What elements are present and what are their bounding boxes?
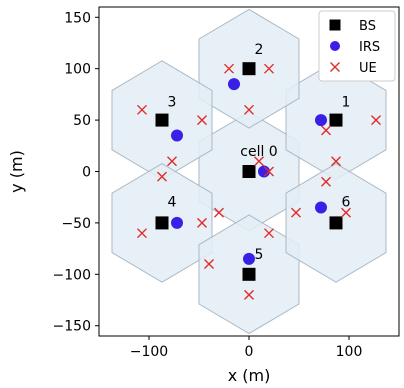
y-tick-label-2: −50	[61, 216, 91, 232]
bs-point-1	[329, 113, 343, 127]
y-tick-label-1: −100	[53, 267, 91, 283]
x-tick-label-2: 100	[336, 344, 363, 360]
ue-point-6	[264, 63, 274, 74]
bs-point-3	[155, 113, 169, 127]
axis-ticks: −100 0 100 −150 −100 −50 0 50 100 150	[53, 10, 363, 360]
legend-bs-label: BS	[359, 19, 376, 34]
cell-label-6: 6	[342, 194, 351, 210]
irs-point-4	[171, 216, 183, 229]
y-axis-label: y (m)	[7, 150, 26, 193]
cell-label-1: 1	[342, 95, 351, 111]
bs-point-6	[329, 216, 343, 230]
y-tick-label-6: 150	[64, 10, 91, 26]
ue-point-5	[224, 63, 234, 74]
cell-label-0: cell 0	[240, 144, 277, 160]
ue-point-20	[341, 207, 351, 218]
irs-point-6	[315, 201, 327, 214]
ue-point-3	[331, 156, 341, 167]
cell-label-5: 5	[255, 247, 264, 263]
ue-point-8	[137, 104, 147, 115]
legend-ue-label: UE	[359, 61, 377, 76]
bs-point-4	[155, 216, 169, 230]
ue-point-0	[254, 156, 264, 167]
ue-point-17	[244, 289, 254, 300]
data-series	[137, 62, 381, 300]
cell-label-4: 4	[168, 194, 177, 210]
ue-point-13	[137, 228, 147, 239]
ue-point-19	[321, 176, 331, 187]
irs-point-2	[228, 78, 240, 91]
cell-label-2: 2	[255, 42, 264, 58]
legend: BS IRS UE	[318, 10, 396, 82]
legend-irs-marker	[330, 41, 340, 51]
irs-point-3	[171, 129, 183, 142]
y-tick-label-0: −150	[53, 319, 91, 335]
ue-point-16	[204, 259, 214, 270]
irs-point-5	[243, 252, 255, 265]
ue-point-9	[197, 115, 207, 126]
ue-point-18	[291, 207, 301, 218]
ue-point-15	[264, 228, 274, 239]
x-tick-label-1: 0	[245, 344, 254, 360]
ue-point-4	[371, 115, 381, 126]
legend-bs-marker	[329, 19, 341, 31]
legend-irs-label: IRS	[359, 40, 380, 55]
bs-point-0	[242, 165, 256, 178]
y-tick-label-3: 0	[82, 165, 91, 181]
bs-point-2	[242, 62, 256, 76]
ue-point-2	[321, 125, 331, 136]
y-tick-label-5: 100	[64, 62, 91, 78]
ue-point-1	[264, 166, 274, 177]
ue-point-12	[197, 217, 207, 228]
legend-ue-marker	[330, 62, 340, 72]
y-tick-label-4: 50	[73, 113, 91, 129]
ue-point-10	[167, 156, 177, 167]
irs-point-0	[258, 165, 270, 178]
cell-labels: cell 0 1 2 3 4 5 6	[168, 42, 351, 263]
bs-point-5	[242, 267, 256, 281]
x-tick-label-0: −100	[130, 344, 168, 360]
cell-label-3: 3	[168, 95, 177, 111]
irs-point-1	[315, 114, 327, 127]
x-axis-label: x (m)	[228, 366, 271, 385]
ue-point-7	[244, 104, 254, 115]
ue-point-11	[157, 171, 167, 182]
ue-point-14	[214, 207, 224, 218]
